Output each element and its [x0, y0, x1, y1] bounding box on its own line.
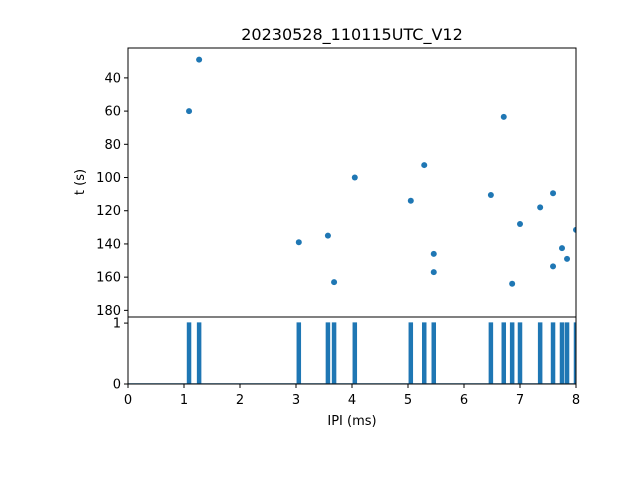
scatter-point: [324, 232, 331, 239]
y-tick-label: 100: [96, 171, 121, 186]
spike: [560, 323, 564, 384]
spike: [518, 323, 522, 384]
spike: [326, 323, 330, 384]
histogram-line: [128, 322, 576, 384]
scatter-point: [550, 263, 557, 270]
scatter-points: [186, 56, 576, 287]
scatter-point: [430, 269, 437, 276]
y-tick-label: 120: [96, 204, 121, 219]
x-tick-label: 3: [292, 393, 300, 408]
x-tick-label: 0: [124, 393, 132, 408]
y-tick-label: 180: [96, 304, 121, 319]
spike: [197, 323, 201, 384]
x-tick-label: 2: [236, 393, 244, 408]
bottom-x-ticks: 0 1 2 3 4 5 6 7 8: [124, 384, 580, 408]
spike: [422, 323, 426, 384]
spike: [502, 323, 506, 384]
x-tick-label: 7: [516, 393, 524, 408]
spike: [510, 323, 514, 384]
scatter-point: [564, 255, 571, 262]
histogram-spikes: [128, 322, 576, 384]
scatter-point: [430, 250, 437, 257]
scatter-point: [421, 162, 428, 169]
spike: [332, 323, 336, 384]
x-axis-label: IPI (ms): [327, 414, 376, 429]
chart-title: 20230528_110115UTC_V12: [241, 25, 463, 45]
y-tick-label: 60: [104, 105, 121, 120]
x-tick-label: 8: [572, 393, 580, 408]
top-y-ticks: 40 60 80 100 120 140 160 180: [96, 71, 128, 319]
spike: [574, 323, 576, 384]
x-tick-label: 6: [460, 393, 468, 408]
y-tick-label: 140: [96, 237, 121, 252]
x-tick-label: 4: [348, 393, 356, 408]
scatter-point: [550, 190, 557, 197]
spike: [353, 323, 357, 384]
scatter-point: [559, 245, 565, 252]
y-tick-label: 1: [113, 317, 121, 332]
y-tick-label: 160: [96, 271, 121, 286]
scatter-point: [517, 221, 523, 228]
y-axis-label: t (s): [73, 169, 88, 195]
bottom-y-ticks: 01: [113, 317, 128, 393]
scatter-point: [500, 113, 507, 120]
spike: [538, 323, 542, 384]
scatter-point: [487, 191, 494, 198]
scatter-point: [331, 279, 338, 286]
scatter-point: [196, 56, 203, 63]
top-axes-frame: [127, 47, 577, 318]
y-tick-label: 0: [113, 378, 121, 393]
spike: [565, 323, 569, 384]
spike: [432, 323, 436, 384]
scatter-point: [351, 174, 358, 181]
spike: [297, 323, 301, 384]
scatter-point: [573, 226, 576, 233]
spike: [187, 323, 191, 384]
scatter-point: [295, 239, 302, 246]
scatter-point: [186, 108, 193, 115]
x-tick-label: 1: [180, 393, 188, 408]
y-tick-label: 80: [104, 138, 121, 153]
spike: [551, 323, 555, 384]
spike: [409, 323, 413, 384]
x-tick-label: 5: [404, 393, 412, 408]
scatter-point: [537, 204, 544, 211]
spike: [489, 323, 493, 384]
scatter-point: [407, 197, 414, 204]
scatter-point: [509, 280, 516, 287]
y-tick-label: 40: [104, 71, 121, 86]
bottom-axes-frame: [127, 316, 577, 385]
